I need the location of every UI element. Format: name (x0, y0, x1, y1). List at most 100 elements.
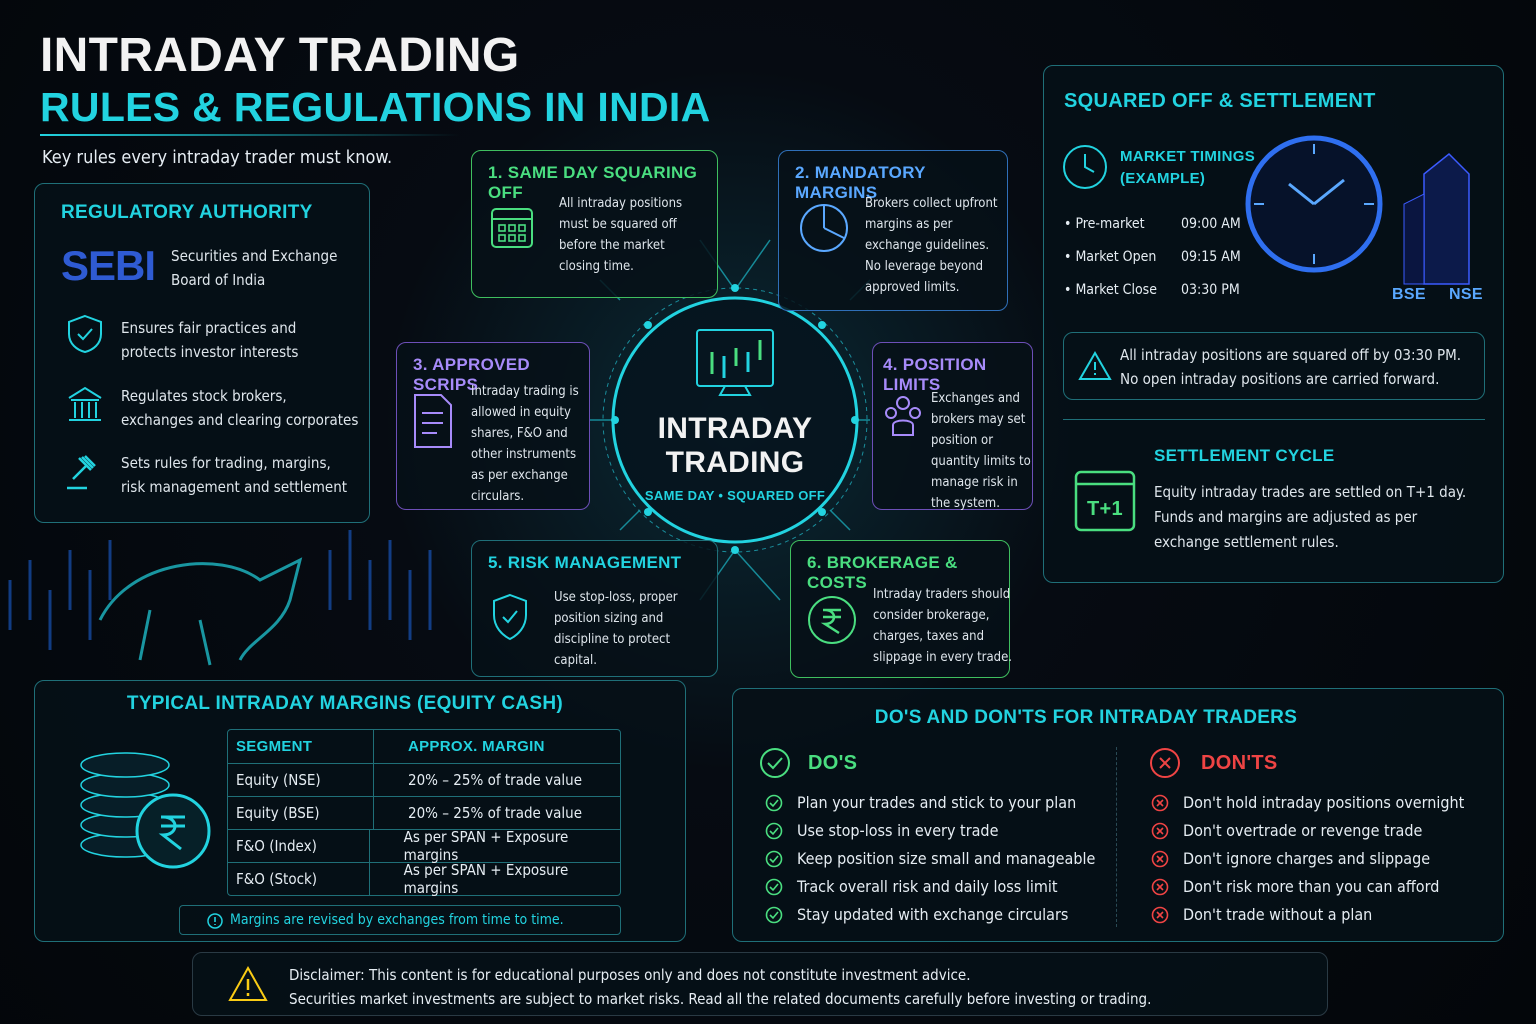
cell: F&O (Index) (228, 830, 370, 862)
cross-icon (1151, 906, 1169, 924)
clock-icon (1063, 145, 1107, 189)
timing-time: 09:00 AM (1181, 216, 1241, 232)
subtitle: RULES & REGULATIONS IN INDIA (40, 84, 711, 130)
timing-time: 03:30 PM (1181, 282, 1240, 298)
rule-text: Intraday trading is allowed in equity sh… (471, 384, 579, 504)
dont-item: Don't ignore charges and slippage (1183, 849, 1431, 868)
document-icon (414, 394, 452, 448)
check-icon (765, 878, 783, 896)
cell: 20% – 25% of trade value (408, 804, 582, 822)
check-icon (765, 794, 783, 812)
disclaimer-panel: Disclaimer: This content is for educatio… (192, 952, 1328, 1016)
shield-icon (493, 593, 527, 641)
shield-icon (68, 314, 102, 354)
authority-name: Securities and Exchange Board of India (171, 247, 338, 289)
title: INTRADAY TRADING (40, 29, 520, 82)
rule-title: 4. POSITION LIMITS (883, 355, 987, 394)
rule-card: 6. BROKERAGE & COSTS Intraday traders sh… (790, 540, 1012, 678)
timings-title: MARKET TIMINGS (EXAMPLE) (1120, 148, 1256, 187)
hub-subtitle: SAME DAY • SQUARED OFF (644, 488, 826, 503)
cell: As per SPAN + Exposure margins (403, 861, 569, 897)
separator (1063, 419, 1485, 420)
rule-text: Exchanges and brokers may set position o… (931, 391, 1031, 511)
rule-card: 2. MANDATORY MARGINS Brokers collect upf… (778, 150, 1008, 311)
margins-note: Margins are revised by exchanges from ti… (179, 905, 621, 935)
rule-card: 5. RISK MANAGEMENT Use stop-loss, proper… (471, 540, 718, 677)
warning-icon (1078, 350, 1112, 380)
authority-panel: REGULATORY AUTHORITY SEBI Securities and… (34, 183, 370, 523)
cell: Equity (NSE) (228, 764, 374, 796)
settlement-panel: SQUARED OFF & SETTLEMENT MARKET TIMINGS … (1043, 65, 1504, 583)
dont-item: Don't overtrade or revenge trade (1183, 821, 1423, 840)
authority-title: REGULATORY AUTHORITY (61, 202, 313, 223)
donts-title: DON'TS (1201, 752, 1278, 774)
do-item: Plan your trades and stick to your plan (797, 793, 1077, 812)
rule-title: 5. RISK MANAGEMENT (488, 553, 682, 572)
timing-label: Pre-market (1075, 216, 1145, 232)
timing-label: Market Open (1075, 249, 1157, 265)
check-icon (765, 822, 783, 840)
check-icon (765, 906, 783, 924)
table-row: F&O (Stock) As per SPAN + Exposure margin… (228, 861, 620, 897)
warning-icon (228, 965, 268, 1001)
cell: As per SPAN + Exposure margins (403, 828, 569, 864)
rule-text: Brokers collect upfront margins as per e… (865, 196, 998, 295)
rule-card: 3. APPROVED SCRIPS Intraday trading is a… (396, 342, 590, 510)
clock-graphic (1245, 135, 1470, 285)
cross-icon (1151, 822, 1169, 840)
squareoff-text: All intraday positions are squared off b… (1120, 346, 1462, 388)
cycle-text: Equity intraday trades are settled on T+… (1154, 483, 1467, 551)
cell: F&O (Stock) (228, 863, 370, 895)
calendar-icon (1074, 470, 1136, 532)
rule-title: 3. APPROVED SCRIPS (413, 355, 530, 394)
authority-item: Regulates stock brokers, exchanges and c… (121, 387, 359, 429)
header-cell: SEGMENT (228, 730, 374, 763)
dos-donts-title: DO'S AND DON'TS FOR INTRADAY TRADERS (874, 707, 1298, 728)
dont-item: Don't risk more than you can afford (1183, 877, 1440, 896)
cross-icon (1151, 794, 1169, 812)
rule-title: 1. SAME DAY SQUARING OFF (488, 163, 698, 202)
dont-item: Don't hold intraday positions overnight (1183, 793, 1465, 812)
authority-item: Sets rules for trading, margins, risk ma… (121, 454, 348, 496)
authority-item: Ensures fair practices and protects inve… (121, 319, 299, 361)
table-row: Equity (BSE) 20% – 25% of trade value (228, 796, 620, 829)
margins-title: TYPICAL INTRADAY MARGINS (EQUITY CASH) (126, 693, 564, 714)
note-text: Margins are revised by exchanges from ti… (230, 912, 564, 928)
dos-title: DO'S (808, 752, 858, 774)
building-icon (68, 386, 102, 421)
table-header: SEGMENT APPROX. MARGIN (228, 730, 620, 763)
rule-text: Intraday traders should consider brokera… (873, 587, 1012, 665)
check-icon (765, 850, 783, 868)
check-icon (760, 748, 790, 778)
do-item: Keep position size small and manageable (797, 849, 1096, 868)
settlement-title: SQUARED OFF & SETTLEMENT (1064, 90, 1376, 112)
rule-title: 6. BROKERAGE & COSTS (807, 553, 958, 592)
disclaimer-label: Disclaimer: (289, 966, 365, 984)
divider (40, 134, 460, 136)
squareoff-note: All intraday positions are squared off b… (1063, 332, 1485, 400)
sebi-logo: SEBI (61, 242, 156, 289)
table-row: Equity (NSE) 20% – 25% of trade value (228, 763, 620, 796)
cell: Equity (BSE) (228, 797, 374, 829)
margins-panel: TYPICAL INTRADAY MARGINS (EQUITY CASH) S… (34, 680, 686, 942)
separator (1116, 747, 1117, 927)
hub-title: INTRADAY TRADING (657, 412, 813, 479)
rule-text: Use stop-loss, proper position sizing an… (554, 590, 678, 668)
people-icon (885, 396, 921, 436)
timing-label: • Market Close (1064, 282, 1157, 298)
coins-icon (80, 752, 211, 869)
t1-icon-label: T+1 (1087, 498, 1123, 520)
rule-title: 2. MANDATORY MARGINS (795, 163, 926, 202)
background-chart (8, 530, 432, 666)
margins-table: SEGMENT APPROX. MARGIN Equity (NSE) 20% – … (227, 729, 621, 897)
timing-label: • Pre-market (1064, 216, 1145, 232)
disclaimer-line: Securities market investments are subjec… (289, 990, 1152, 1008)
rupee-icon (808, 596, 856, 644)
cross-icon (1150, 748, 1180, 778)
dos-donts-panel: DO'S AND DON'TS FOR INTRADAY TRADERS DO'… (732, 688, 1504, 942)
rule-card: 4. POSITION LIMITS Exchanges and brokers… (872, 342, 1033, 511)
disclaimer-text: This content is for educational purposes… (368, 966, 971, 984)
tagline: Key rules every intraday trader must kno… (42, 147, 393, 168)
timing-label: • Market Open (1064, 249, 1157, 265)
